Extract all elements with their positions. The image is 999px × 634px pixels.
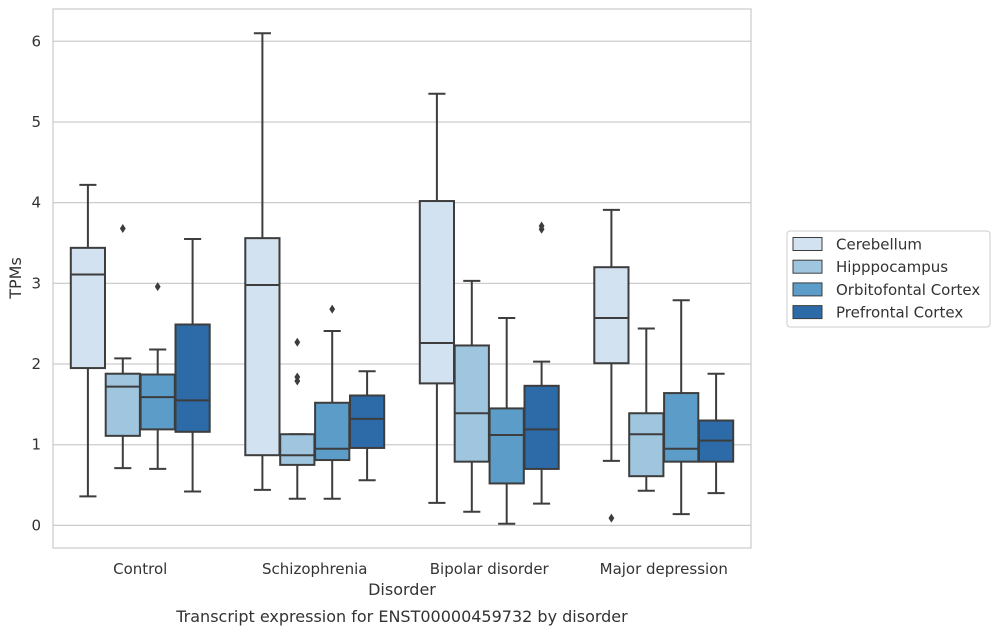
iqr-box (104, 372, 141, 437)
iqr-box (348, 394, 386, 449)
legend-frame (786, 230, 991, 328)
x-axis-ticks: Control Schizophrenia Bipolar disorder Majo… (113, 560, 728, 578)
grid-lines (53, 40, 751, 527)
box-hipppocampus (279, 337, 316, 500)
y-tick-label: 0 (31, 516, 41, 534)
legend-label: Prefrontal Cortex (836, 304, 963, 322)
legend-swatch (792, 237, 823, 251)
iqr-box (593, 266, 630, 365)
iqr-box (314, 401, 351, 462)
legend-swatch (792, 305, 823, 320)
iqr-box (488, 407, 525, 485)
outlier-point (538, 224, 545, 234)
box-cerebellum (593, 208, 630, 523)
y-tick-label: 2 (31, 355, 41, 373)
box-orbitofontal-cortex (663, 299, 700, 516)
x-tick-label: Bipolar disorder (430, 560, 550, 578)
y-axis-ticks: 0 1 2 3 4 5 6 (31, 32, 41, 534)
box-orbitofontal-cortex (314, 304, 351, 500)
iqr-box (663, 392, 700, 463)
iqr-box (453, 344, 490, 463)
x-axis-title: Disorder (368, 580, 436, 599)
y-tick-label: 3 (31, 274, 41, 292)
legend-swatch (792, 259, 823, 274)
iqr-box (628, 412, 665, 478)
y-tick-label: 4 (31, 194, 41, 212)
box-cerebellum (418, 92, 456, 504)
legend-swatch (792, 282, 823, 297)
y-tick-label: 6 (31, 32, 41, 50)
box-prefrontal-cortex (697, 372, 735, 495)
iqr-box (418, 200, 456, 385)
box-hipppocampus (104, 223, 141, 470)
box-hipppocampus (628, 327, 665, 492)
box-plot-series (69, 32, 735, 525)
iqr-box (279, 433, 316, 466)
y-tick-label: 1 (31, 436, 41, 454)
iqr-box (69, 246, 107, 370)
box-cerebellum (69, 183, 107, 498)
plot-area-frame (52, 8, 752, 549)
legend-label: Cerebellum (836, 236, 922, 254)
iqr-box (523, 384, 560, 470)
iqr-box (139, 373, 176, 431)
y-tick-label: 5 (31, 113, 41, 131)
x-tick-label: Major depression (600, 560, 728, 578)
outlier-point (608, 513, 615, 523)
legend-label: Hipppocampus (836, 258, 948, 276)
legend-entries: Cerebellum Hipppocampus Orbitofontal Corte… (792, 236, 980, 322)
outlier-point (329, 304, 336, 314)
y-axis-title: TPMs (6, 257, 25, 300)
legend: Cerebellum Hipppocampus Orbitofontal Corte… (786, 230, 991, 328)
iqr-box (174, 323, 211, 433)
box-orbitofontal-cortex (139, 282, 176, 470)
x-tick-label: Schizophrenia (262, 560, 367, 578)
box-prefrontal-cortex (348, 370, 386, 482)
iqr-box (244, 237, 281, 457)
box-cerebellum (244, 32, 281, 491)
outlier-point (119, 223, 126, 233)
outlier-point (294, 376, 301, 386)
outlier-point (294, 337, 301, 347)
box-orbitofontal-cortex (488, 317, 525, 525)
box-prefrontal-cortex (174, 237, 211, 493)
box-prefrontal-cortex (523, 221, 560, 505)
box-hipppocampus (453, 279, 490, 513)
x-tick-label: Control (113, 560, 167, 578)
legend-label: Orbitofontal Cortex (836, 281, 980, 299)
chart-caption: Transcript expression for ENST0000045973… (175, 607, 628, 626)
outlier-point (154, 282, 161, 292)
